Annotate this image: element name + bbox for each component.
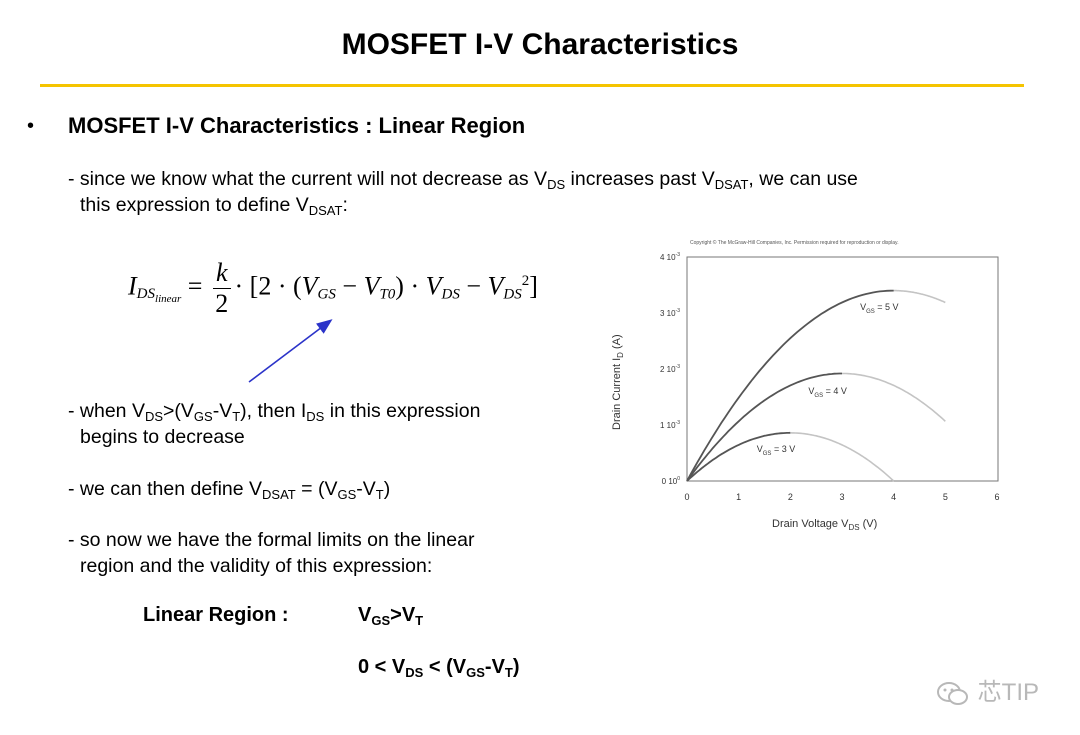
- intro-line-2: this expression to define VDSAT:: [80, 194, 348, 218]
- x-tick-label: 1: [736, 492, 741, 502]
- x-tick-label: 4: [891, 492, 896, 502]
- series-curve-decline: [893, 289, 946, 304]
- pointer-arrow: [248, 319, 333, 383]
- y-tick-label: 4 10-3: [660, 252, 680, 262]
- wechat-icon: [937, 681, 968, 705]
- y-tick-label: 1 10-3: [660, 420, 680, 430]
- point-when-line-1: - when VDS>(VGS-VT), then IDS in this ex…: [68, 400, 481, 424]
- x-axis-label: Drain Voltage VDS (V): [772, 518, 877, 532]
- series-curve-linear: [686, 372, 842, 482]
- iv-chart: Copyright © The McGraw-Hill Companies, I…: [611, 239, 1000, 532]
- point-define: - we can then define VDSAT = (VGS-VT): [68, 478, 391, 502]
- title-divider: [40, 84, 1024, 87]
- y-tick-label: 2 10-3: [660, 364, 680, 374]
- y-tick-label: 0 100: [662, 476, 681, 486]
- region-label: Linear Region :: [143, 604, 289, 626]
- chart-copyright: Copyright © The McGraw-Hill Companies, I…: [690, 239, 899, 246]
- x-tick-label: 2: [788, 492, 793, 502]
- intro-line-1: - since we know what the current will no…: [68, 168, 858, 192]
- series-curve-linear: [686, 431, 791, 482]
- page-title: MOSFET I-V Characteristics: [341, 28, 739, 61]
- x-tick-label: 6: [994, 492, 999, 502]
- series-curve-decline: [790, 432, 895, 482]
- series-label: VGS = 4 V: [808, 386, 846, 399]
- y-axis-label: Drain Current ID (A): [611, 334, 625, 430]
- series-curve-linear: [686, 289, 894, 482]
- region-condition-1: VGS>VT: [358, 604, 424, 628]
- x-tick-label: 0: [684, 492, 689, 502]
- point-when-line-2: begins to decrease: [80, 426, 245, 448]
- watermark: 芯TIP: [935, 672, 1039, 708]
- linear-current-formula: IDSlinear = k 2 · [2 · (VGS − VT0) · VDS −…: [128, 258, 538, 319]
- x-tick-label: 3: [839, 492, 844, 502]
- series-label: VGS = 3 V: [757, 444, 795, 457]
- section-heading: MOSFET I-V Characteristics : Linear Regi…: [68, 113, 526, 138]
- y-tick-label: 3 10-3: [660, 308, 680, 318]
- series-curve-decline: [842, 372, 946, 422]
- region-condition-2: 0 < VDS < (VGS-VT): [358, 656, 520, 680]
- x-tick-label: 5: [943, 492, 948, 502]
- point-limits-line-2: region and the validity of this expressi…: [80, 555, 433, 577]
- bullet-marker: •: [27, 115, 35, 137]
- plot-frame: [686, 256, 999, 482]
- series-label: VGS = 5 V: [860, 302, 898, 315]
- point-limits-line-1: - so now we have the formal limits on th…: [68, 529, 475, 551]
